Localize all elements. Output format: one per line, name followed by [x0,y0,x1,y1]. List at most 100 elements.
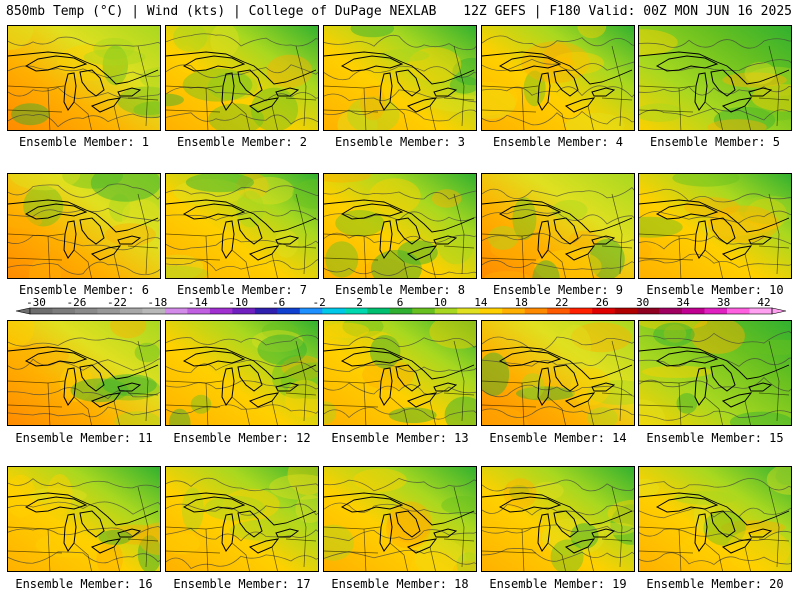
colorbar-swatch [637,308,660,314]
ensemble-member-label: Ensemble Member: 14 [489,431,627,445]
colorbar-tick-label: 22 [555,296,568,309]
colorbar-tick-label: 34 [676,296,690,309]
colorbar-svg: -30 -26 -22 -18 -14 -10 -6 -2 2 6 10 14 18 22 26 30 34 38… [15,296,787,315]
ensemble-panel [638,173,792,279]
colorbar-swatch [547,308,570,314]
colorbar-swatch [142,308,166,314]
colorbar-tick-label: 10 [434,296,447,309]
colorbar-swatch [749,308,773,314]
colorbar-tick-label: -2 [312,296,325,309]
colorbar-swatch [524,308,548,314]
temperature-map [166,321,318,425]
colorbar-max-arrow [771,307,787,315]
ensemble-panel [165,320,319,426]
temperature-map [166,174,318,278]
colorbar-tick-label: 2 [356,296,363,309]
ensemble-member-label: Ensemble Member: 15 [646,431,784,445]
colorbar-swatch [344,308,368,314]
ensemble-member-label: Ensemble Member: 5 [649,135,781,149]
ensemble-panel [323,320,477,426]
colorbar-swatch [232,308,256,314]
ensemble-member-label: Ensemble Member: 4 [492,135,624,149]
ensemble-member-label: Ensemble Member: 13 [331,431,469,445]
colorbar-swatch [389,308,413,314]
colorbar-swatch [322,308,346,314]
ensemble-panel [7,466,161,572]
temperature-map [639,321,791,425]
colorbar-swatch [299,308,323,314]
colorbar-swatch [592,308,615,314]
ensemble-panel [481,320,635,426]
ensemble-panel [165,466,319,572]
colorbar-swatch [97,308,121,314]
ensemble-member-label: Ensemble Member: 17 [173,577,311,591]
colorbar-swatch [164,308,188,314]
colorbar-tick-label: 18 [515,296,528,309]
ensemble-panel [481,173,635,279]
temperature-map [8,321,160,425]
temperature-map [639,26,791,130]
temperature-map [8,174,160,278]
colorbar-tick-label: -18 [147,296,167,309]
map-title: 850mb Temp (°C) | Wind (kts) | College o… [6,4,437,19]
colorbar-swatch [569,308,593,314]
ensemble-panel [481,466,635,572]
temperature-map [324,26,476,130]
ensemble-member-label: Ensemble Member: 20 [646,577,784,591]
ensemble-member-label: Ensemble Member: 12 [173,431,311,445]
ensemble-member-label: Ensemble Member: 1 [18,135,150,149]
colorbar-swatch [30,308,53,314]
ensemble-member-label: Ensemble Member: 6 [18,283,150,297]
ensemble-panel [638,466,792,572]
colorbar-tick-label: -26 [66,296,86,309]
ensemble-panel [7,173,161,279]
colorbar-tick-label: 6 [397,296,404,309]
colorbar-swatch [727,308,750,314]
ensemble-panel [638,25,792,131]
ensemble-panel [323,466,477,572]
colorbar-swatch [682,308,705,314]
ensemble-panel [323,25,477,131]
colorbar-tick-label: -30 [26,296,46,309]
ensemble-member-label: Ensemble Member: 2 [176,135,308,149]
ensemble-panel [7,25,161,131]
colorbar-tick-label: 14 [474,296,488,309]
colorbar-tick-label: 38 [717,296,730,309]
temperature-map [482,174,634,278]
colorbar-swatch [502,308,525,314]
colorbar-swatch [367,308,391,314]
ensemble-member-label: Ensemble Member: 8 [334,283,466,297]
colorbar-swatch [434,308,458,314]
ensemble-panel [638,320,792,426]
temperature-map [8,26,160,130]
ensemble-panel [165,173,319,279]
colorbar-swatch [704,308,728,314]
ensemble-member-label: Ensemble Member: 7 [176,283,308,297]
ensemble-panel [481,25,635,131]
temperature-map [482,321,634,425]
ensemble-member-label: Ensemble Member: 9 [492,283,624,297]
colorbar-swatch [457,308,480,314]
colorbar-tick-label: 42 [757,296,770,309]
ensemble-member-label: Ensemble Member: 10 [646,283,784,297]
colorbar-swatch [52,308,76,314]
colorbar-swatch [277,308,301,314]
temperature-map [639,174,791,278]
colorbar-swatch [254,308,278,314]
ensemble-member-label: Ensemble Member: 3 [334,135,466,149]
temperature-colorbar: -30 -26 -22 -18 -14 -10 -6 -2 2 6 10 14 18 22 26 30 34 38… [0,296,800,320]
colorbar-tick-label: -22 [107,296,127,309]
colorbar-tick-label: -6 [272,296,285,309]
colorbar-tick-label: -10 [228,296,248,309]
colorbar-swatch [119,308,143,314]
valid-time: 12Z GEFS | F180 Valid: 00Z MON JUN 16 20… [463,4,792,19]
ensemble-member-label: Ensemble Member: 16 [15,577,153,591]
temperature-map [166,467,318,571]
colorbar-swatch [187,308,211,314]
colorbar-swatch [479,308,503,314]
colorbar-tick-label: 30 [636,296,649,309]
ensemble-member-label: Ensemble Member: 18 [331,577,469,591]
colorbar-swatch [614,308,638,314]
colorbar-swatch [209,308,233,314]
colorbar-swatch [74,308,98,314]
